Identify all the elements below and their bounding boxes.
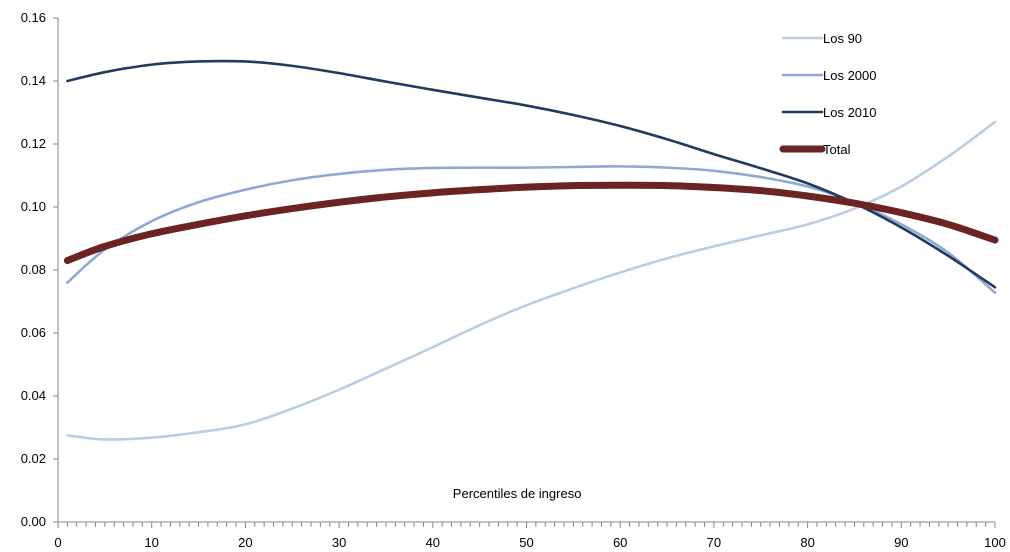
x-tick-label: 80 [800,535,814,550]
y-tick-label: 0.02 [21,451,46,466]
x-tick-label: 90 [894,535,908,550]
x-tick-label: 40 [426,535,440,550]
x-tick-label: 10 [144,535,158,550]
x-tick-label: 70 [707,535,721,550]
x-axis-title: Percentiles de ingreso [453,486,582,501]
y-tick-label: 0.12 [21,136,46,151]
legend-label-los-2000: Los 2000 [823,68,877,83]
legend-label-los-2010: Los 2010 [823,105,877,120]
y-tick-label: 0.08 [21,262,46,277]
x-tick-label: 20 [238,535,252,550]
y-tick-label: 0.04 [21,388,46,403]
x-tick-label: 50 [519,535,533,550]
series-line-total [63,181,999,265]
x-tick-label: 0 [54,535,61,550]
series-line-los-2010 [66,59,997,289]
legend: Los 90 Los 2000 Los 2010 Total [779,31,877,157]
legend-label-los-90: Los 90 [823,31,862,46]
legend-label-total: Total [823,142,851,157]
series-line-los-90 [66,120,997,441]
axes: 0.00 0.02 0.04 0.06 0.08 0.10 0.12 0.14 0.16 0 10 2… [21,10,1006,550]
x-tick-label: 60 [613,535,627,550]
y-tick-label: 0.10 [21,199,46,214]
y-tick-label: 0.16 [21,10,46,25]
x-tick-label: 100 [984,535,1006,550]
y-tick-label: 0.14 [21,73,46,88]
series-layer [63,59,999,441]
y-tick-label: 0.06 [21,325,46,340]
x-tick-label: 30 [332,535,346,550]
y-tick-label: 0.00 [21,514,46,529]
